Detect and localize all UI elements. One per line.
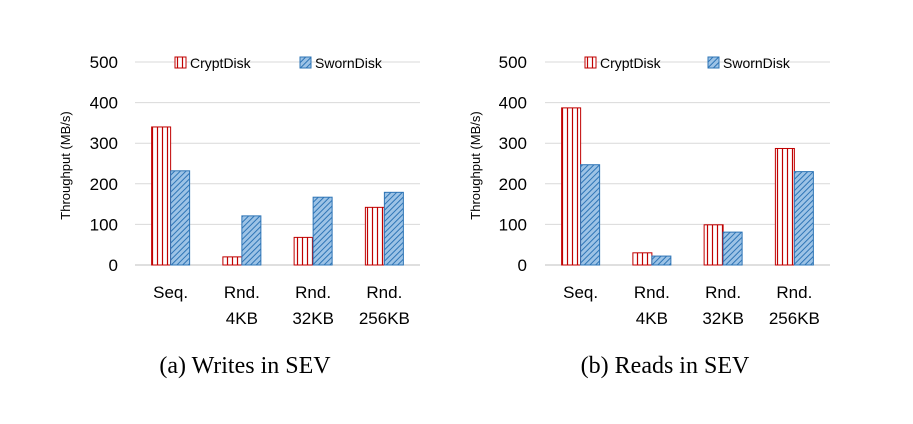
legend-swatch-cryptdisk (174, 56, 187, 69)
y-axis-label: Throughput (MB/s) (468, 111, 483, 219)
bar-sworndisk-3 (383, 191, 404, 266)
y-tick-label: 0 (109, 256, 118, 275)
x-tick-label: 32KB (702, 309, 744, 328)
y-tick-label: 200 (90, 175, 118, 194)
bar-cryptdisk-1 (632, 252, 653, 266)
y-tick-label: 200 (499, 175, 527, 194)
chart-caption: (a) Writes in SEV (159, 353, 331, 379)
bar-sworndisk-0 (580, 164, 601, 266)
x-tick-label: Seq. (153, 283, 188, 302)
y-tick-label: 400 (499, 94, 527, 113)
bar-sworndisk-0 (170, 170, 191, 266)
x-tick-label: 4KB (226, 309, 258, 328)
legend-swatch-cryptdisk (584, 56, 597, 69)
x-tick-label: Rnd. (224, 283, 260, 302)
bar-cryptdisk-0 (561, 107, 582, 266)
x-tick-label: Rnd. (634, 283, 670, 302)
legend-swatch-sworndisk (707, 56, 720, 69)
y-axis-label: Throughput (MB/s) (58, 111, 73, 219)
bar-cryptdisk-2 (703, 224, 724, 266)
x-tick-label: 256KB (359, 309, 410, 328)
y-tick-label: 500 (499, 53, 527, 72)
y-tick-label: 500 (90, 53, 118, 72)
x-tick-label: Rnd. (295, 283, 331, 302)
bar-sworndisk-3 (793, 171, 814, 266)
bar-cryptdisk-3 (364, 206, 385, 266)
reads-chart: 0 100 200 300 400 500 Throughput (MB/s) Seq. Rnd… (468, 53, 830, 379)
bar-sworndisk-2 (312, 196, 333, 266)
y-tick-label: 400 (90, 94, 118, 113)
y-tick-label: 0 (518, 256, 527, 275)
bar-sworndisk-1 (651, 255, 672, 266)
bar-cryptdisk-0 (151, 126, 172, 266)
bar-cryptdisk-3 (774, 147, 795, 266)
y-tick-label: 100 (90, 215, 118, 234)
bar-sworndisk-1 (241, 215, 262, 266)
bar-cryptdisk-1 (222, 256, 243, 266)
x-tick-label: 4KB (636, 309, 668, 328)
x-tick-label: 256KB (769, 309, 820, 328)
bar-sworndisk-2 (722, 231, 743, 266)
x-tick-label: 32KB (292, 309, 334, 328)
legend-label: SwornDisk (723, 55, 791, 71)
legend-label: CryptDisk (600, 55, 662, 71)
legend-label: CryptDisk (190, 55, 252, 71)
bar-cryptdisk-2 (293, 236, 314, 266)
legend-swatch-sworndisk (299, 56, 312, 69)
y-tick-label: 300 (90, 134, 118, 153)
y-tick-label: 300 (499, 134, 527, 153)
chart-caption: (b) Reads in SEV (581, 353, 750, 379)
x-tick-label: Rnd. (705, 283, 741, 302)
y-tick-label: 100 (499, 215, 527, 234)
x-tick-label: Rnd. (366, 283, 402, 302)
writes-chart: 0 100 200 300 400 500 Throughput (MB/s) Seq. Rnd… (58, 53, 420, 379)
x-tick-label: Seq. (563, 283, 598, 302)
x-tick-label: Rnd. (776, 283, 812, 302)
legend-label: SwornDisk (315, 55, 383, 71)
